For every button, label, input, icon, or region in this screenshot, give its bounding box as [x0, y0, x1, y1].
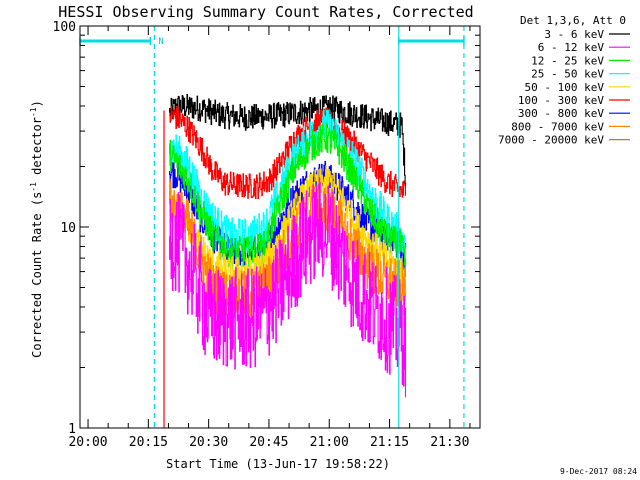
legend-label: 6 - 12 keV — [538, 41, 605, 54]
y-axis-label: Corrected Count Rate (s-1 detector-1) — [29, 100, 44, 358]
x-tick-label: 21:00 — [310, 435, 349, 450]
legend-label: 3 - 6 keV — [544, 28, 604, 41]
legend-label: 800 - 7000 keV — [511, 120, 604, 133]
x-tick-label: 20:45 — [249, 435, 288, 450]
y-tick-label: 100 — [53, 20, 76, 35]
legend-header: Det 1,3,6, Att 0 — [520, 14, 626, 27]
y-axis-label-sup2: -1 — [29, 107, 38, 117]
legend-label: 7000 - 20000 keV — [498, 134, 604, 147]
legend-label: 300 - 800 keV — [518, 107, 604, 120]
legend-label: 12 - 25 keV — [531, 54, 604, 67]
chart-title: HESSI Observing Summary Count Rates, Cor… — [58, 3, 473, 21]
series-layer — [169, 94, 407, 398]
annotation-n: N — [158, 37, 163, 47]
legend-label: 25 - 50 keV — [531, 68, 604, 81]
time-markers: N — [79, 26, 465, 428]
series-2-line — [169, 177, 407, 398]
legend-label: 50 - 100 keV — [525, 81, 605, 94]
series-1-line — [169, 94, 407, 187]
x-tick-label: 20:00 — [68, 435, 107, 450]
y-axis-label-sup1: -1 — [29, 182, 38, 192]
x-tick-label: 20:15 — [129, 435, 168, 450]
footer-date: 9-Dec-2017 08:24 — [560, 467, 637, 476]
y-axis-label-prefix: Corrected Count Rate (s — [30, 192, 44, 358]
y-tick-label: 10 — [60, 221, 76, 236]
x-tick-label: 21:30 — [430, 435, 469, 450]
x-tick-label: 21:15 — [370, 435, 409, 450]
y-axis-label-mid: detector — [30, 117, 44, 182]
y-tick-label: 1 — [68, 422, 76, 437]
x-axis-label: Start Time (13-Jun-17 19:58:22) — [166, 457, 390, 471]
plot-axes: 1 10 100 20:00 20:15 20:30 20:45 21:00 21:15 21:3… — [53, 20, 481, 450]
x-tick-label: 20:30 — [189, 435, 228, 450]
series-3-line — [169, 122, 407, 277]
legend-label: 100 - 300 keV — [518, 94, 604, 107]
y-axis-label-suffix: ) — [30, 100, 44, 107]
